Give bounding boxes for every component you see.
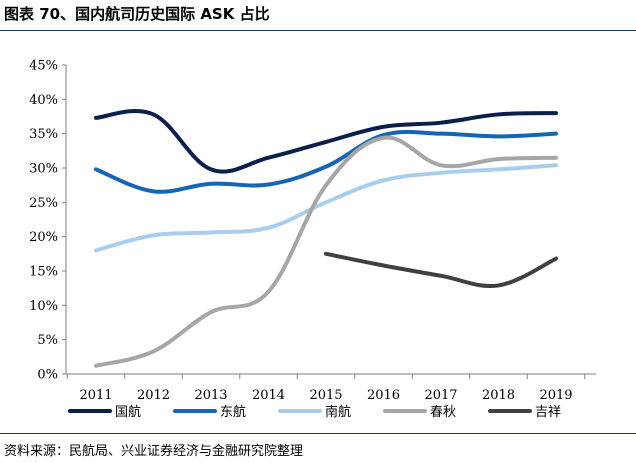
chart-legend: 国航 东航 南航 春秋 吉祥 [68, 404, 561, 420]
y-tick-label: 45% [29, 59, 58, 74]
y-tick-label: 25% [29, 196, 58, 211]
y-tick-label: 20% [29, 230, 58, 245]
legend-label: 吉祥 [535, 405, 561, 420]
x-tick-label: 2017 [424, 388, 457, 403]
series-line-5 [324, 251, 558, 289]
x-tick-label: 2019 [539, 388, 572, 403]
series-line-1 [94, 108, 558, 174]
x-tick-label: 2013 [194, 388, 227, 403]
top-divider [0, 30, 636, 31]
chart-series [94, 108, 558, 368]
x-tick-label: 2016 [367, 388, 400, 403]
y-tick-label: 5% [37, 333, 58, 348]
x-tick-label: 2018 [482, 388, 515, 403]
chart-title: 图表 70、国内航司历史国际 ASK 占比 [4, 5, 270, 23]
y-tick-label: 35% [29, 127, 58, 142]
chart-axes: 0% 5% 10% 15% 20% 25% 30% 35% 40% 45% 2011 2012 2013… [29, 59, 596, 403]
x-tick-label: 2012 [137, 388, 170, 403]
y-tick-label: 30% [29, 162, 58, 177]
y-tick-label: 40% [29, 93, 58, 108]
x-tick-label: 2014 [252, 388, 285, 403]
source-note: 资料来源：民航局、兴业证券经济与金融研究院整理 [4, 444, 304, 459]
bottom-divider [0, 433, 636, 434]
x-tick-label: 2011 [79, 388, 112, 403]
y-tick-label: 10% [29, 299, 58, 314]
legend-label: 东航 [220, 404, 246, 420]
legend-label: 南航 [325, 404, 351, 420]
y-tick-label: 0% [37, 368, 58, 383]
legend-label: 国航 [115, 404, 141, 420]
series-line-2 [94, 129, 558, 194]
series-line-4 [94, 135, 558, 368]
legend-label: 春秋 [430, 405, 456, 420]
series-line-3 [94, 163, 558, 253]
y-tick-label: 15% [29, 265, 58, 280]
x-tick-label: 2015 [309, 388, 342, 403]
